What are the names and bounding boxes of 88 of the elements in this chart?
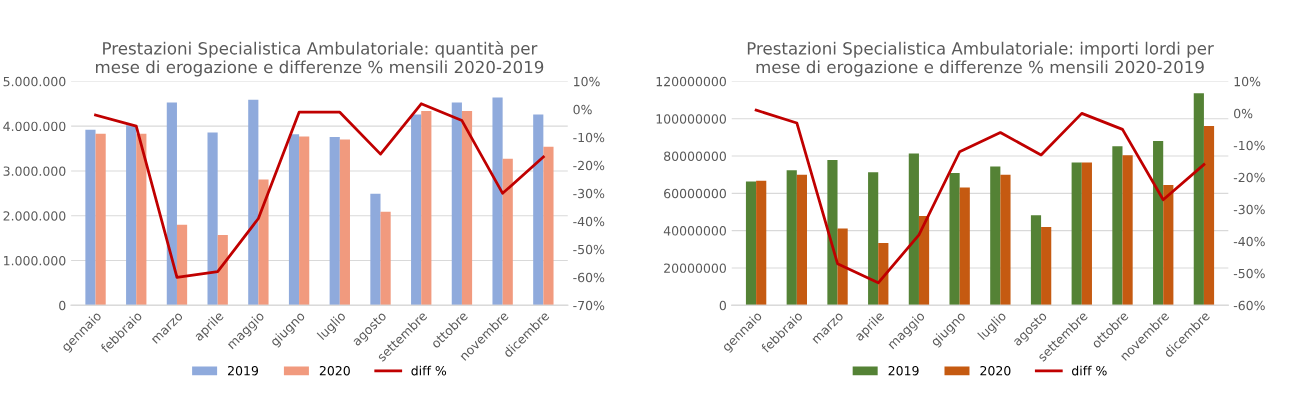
bar — [1081, 162, 1092, 306]
bar — [990, 166, 1001, 306]
legend-label: 2019 — [888, 365, 919, 376]
line-series — [94, 102, 545, 279]
bar — [207, 132, 218, 306]
bar — [918, 216, 930, 306]
bar — [837, 228, 848, 306]
bar — [827, 159, 838, 306]
legend-label: 2019 — [228, 365, 259, 376]
bar — [745, 181, 757, 306]
legend-label: diff % — [1071, 365, 1107, 376]
bar — [492, 97, 503, 306]
y2-tick-label: -60% — [1233, 300, 1265, 311]
y-tick-label: 60000000 — [664, 188, 726, 199]
bar — [502, 158, 513, 306]
legend-label: diff % — [411, 365, 447, 376]
y2-tick-label: -50% — [573, 244, 605, 255]
bar — [451, 102, 462, 306]
bar — [1112, 146, 1123, 306]
bar — [421, 110, 432, 306]
bar — [1030, 215, 1042, 306]
bar — [288, 134, 300, 306]
bar — [339, 139, 350, 306]
chart-title: Prestazioni Specialistica Ambulatoriale: importi lordi per mese di erogazione e differenze % mensili 2020-2019 — [747, 41, 1214, 77]
y-tick-label: 20000000 — [664, 263, 726, 273]
y2-tick-label: 0% — [573, 104, 592, 115]
bar — [1203, 125, 1215, 306]
y-tick-label: 3.000.000 — [3, 166, 66, 176]
bar — [1071, 162, 1082, 306]
bar — [1122, 155, 1133, 306]
y2-tick-label: 0% — [1234, 108, 1253, 119]
bar — [370, 193, 381, 306]
bar — [1153, 141, 1164, 306]
y-tick-label: 0 — [59, 300, 66, 311]
y-tick-label: 5.000.000 — [3, 76, 66, 87]
y-tick-label: 100000000 — [656, 114, 726, 124]
bar — [756, 180, 767, 306]
y2-tick-label: -10% — [1233, 140, 1265, 151]
bar — [1163, 184, 1174, 306]
y2-tick-label: -40% — [1233, 236, 1265, 247]
y2-tick-label: -70% — [573, 300, 605, 311]
chart-title: Prestazioni Specialistica Ambulatoriale: quantità per mese di erogazione e differenze % mensili 2020-2019 — [96, 41, 544, 77]
bar — [949, 172, 960, 306]
bar — [85, 129, 96, 306]
bar — [1041, 227, 1052, 306]
y2-tick-label: 10% — [1234, 76, 1261, 87]
bar — [95, 133, 106, 306]
bar — [329, 136, 340, 306]
bar — [868, 172, 879, 306]
y2-tick-label: -20% — [573, 160, 605, 171]
y2-tick-label: -60% — [573, 272, 605, 283]
y2-tick-label: -10% — [573, 132, 605, 143]
bar — [878, 242, 889, 306]
bar — [248, 99, 259, 306]
bar — [176, 224, 188, 306]
bar — [959, 187, 970, 306]
bar — [380, 211, 391, 306]
bar — [533, 114, 544, 306]
bar — [796, 174, 807, 306]
y-tick-label: 80000000 — [664, 151, 726, 161]
y-tick-label: 0 — [719, 300, 726, 311]
y2-tick-label: -30% — [1233, 204, 1265, 215]
y2-tick-label: -50% — [1233, 268, 1265, 279]
bar — [136, 133, 147, 306]
bar — [543, 146, 554, 306]
bar — [1193, 93, 1204, 306]
bar — [258, 179, 269, 306]
y-tick-label: 4.000.000 — [3, 121, 66, 132]
bar — [126, 125, 137, 306]
y-tick-label: 1.000.000 — [4, 255, 66, 266]
legend-label: 2020 — [980, 365, 1011, 376]
bar — [786, 170, 797, 306]
y-tick-label: 120000000 — [656, 76, 726, 87]
bar — [1000, 174, 1011, 306]
bar — [908, 153, 919, 306]
y-tick-label: 40000000 — [663, 226, 726, 236]
bar — [461, 110, 473, 306]
bar — [411, 114, 422, 306]
bar — [166, 102, 177, 306]
y2-tick-label: -40% — [573, 216, 605, 227]
line-series — [754, 108, 1206, 285]
y2-tick-label: 10% — [574, 76, 600, 87]
legend-label: 2020 — [319, 365, 350, 376]
bar — [217, 234, 228, 306]
y-tick-label: 2.000.000 — [3, 211, 66, 221]
bar — [299, 136, 310, 306]
y2-tick-label: -20% — [1233, 172, 1265, 183]
y2-tick-label: -30% — [573, 188, 605, 199]
